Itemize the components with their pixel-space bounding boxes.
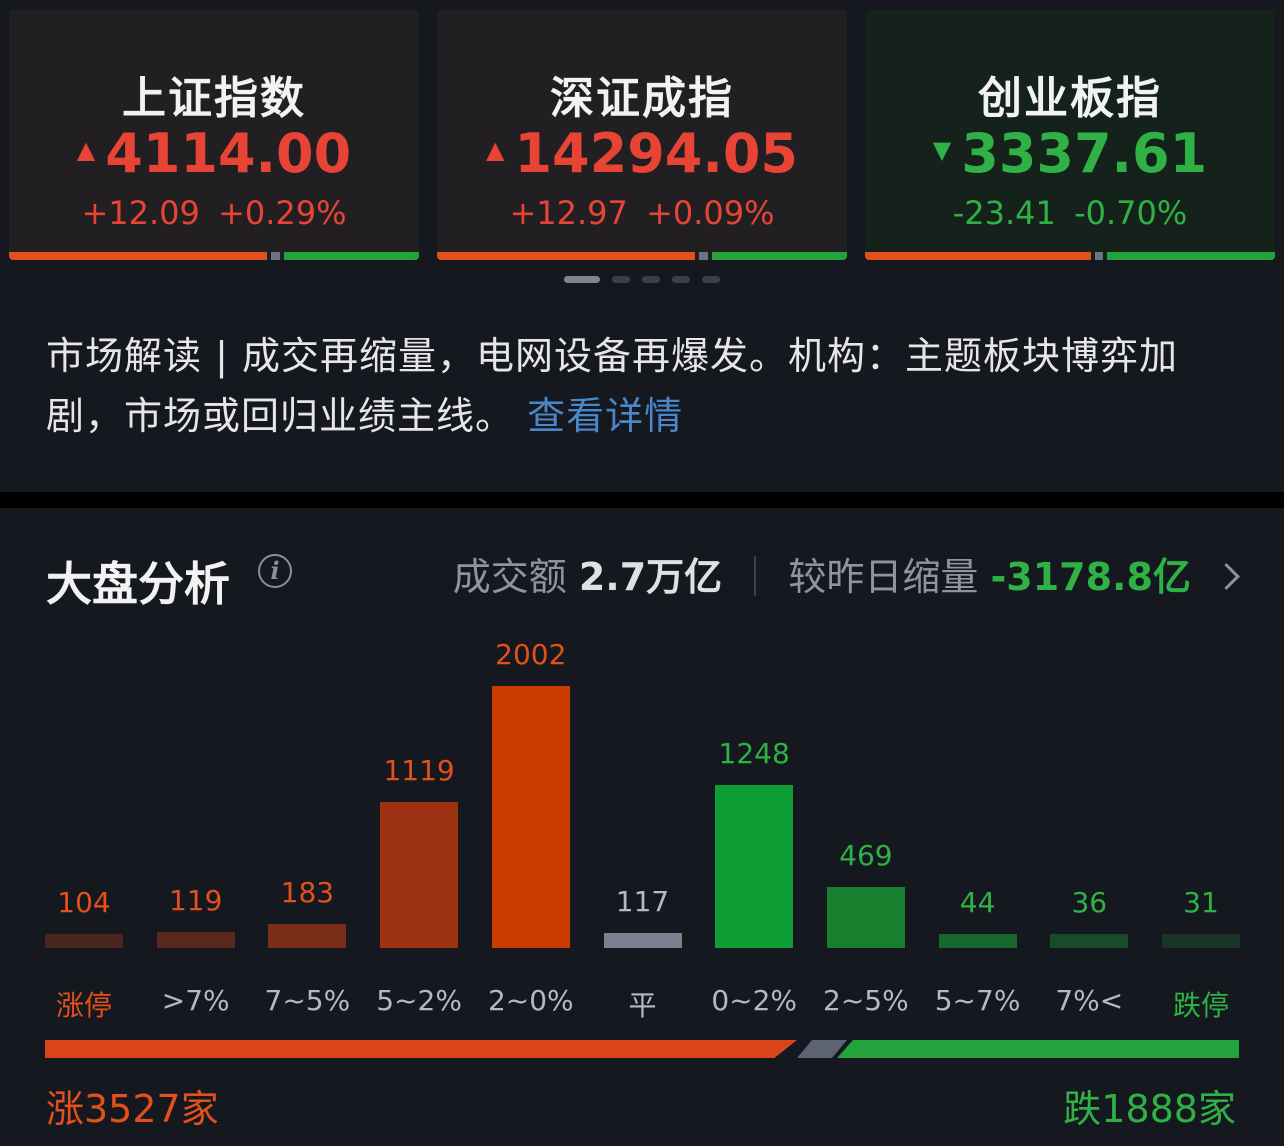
index-card-chinext[interactable]: 创业板指 ▼ 3337.61 -23.41 -0.70% <box>865 10 1275 260</box>
advance-count: 涨3527家 <box>46 1087 219 1131</box>
breadth-up-segment <box>437 252 696 260</box>
bar-category-label: 涨停 <box>55 989 112 1022</box>
carousel-dot[interactable] <box>672 276 690 283</box>
carousel-indicator <box>564 276 720 284</box>
bar-category-label: 2~0% <box>487 984 574 1017</box>
carousel-dot[interactable] <box>642 276 660 283</box>
bar-6 <box>715 784 794 948</box>
index-name: 创业板指 <box>978 73 1162 124</box>
breadth-down-segment <box>1106 252 1275 260</box>
index-name: 深证成指 <box>550 73 734 124</box>
index-change-points: +12.97 <box>509 194 628 232</box>
index-section: 上证指数 ▲ 4114.00 +12.09 +0.29% 深证成指 ▲ 14294.… <box>0 0 1284 492</box>
index-change: +12.97 +0.09% <box>437 194 847 232</box>
decline-count: 跌1888家 <box>1063 1087 1236 1131</box>
carousel-dot[interactable] <box>702 276 720 283</box>
down-arrow-icon: ▼ <box>932 136 952 164</box>
bar-category-label: 5~7% <box>934 984 1021 1017</box>
breadth-up-segment <box>9 252 268 260</box>
index-card-sse[interactable]: 上证指数 ▲ 4114.00 +12.09 +0.29% <box>9 10 419 260</box>
bar-value-label: 183 <box>280 876 335 910</box>
index-card-szse[interactable]: 深证成指 ▲ 14294.05 +12.97 +0.09% <box>437 10 847 260</box>
index-value-row: ▲ 4114.00 <box>9 122 419 185</box>
info-icon[interactable]: i <box>258 554 292 588</box>
bar-8 <box>938 934 1017 948</box>
advance-segment <box>45 1040 797 1058</box>
bar-category-label: 7%< <box>1055 984 1124 1017</box>
bar-1 <box>156 932 235 948</box>
bar-10 <box>1162 934 1240 948</box>
index-value: 4114.00 <box>105 122 352 185</box>
index-change: +12.09 +0.29% <box>9 194 419 232</box>
divider <box>754 556 757 596</box>
market-analysis-section: 大盘分析 i 成交额 2.7万亿 较昨日缩量 -3178.8亿 104 涨停 119… <box>0 508 1284 1146</box>
breadth-down-segment <box>711 252 847 260</box>
turnover-value: 2.7万亿 <box>578 555 723 599</box>
bar-7 <box>826 886 905 948</box>
bar-category-label: 2~5% <box>823 984 909 1017</box>
bar-value-label: 104 <box>57 886 111 919</box>
index-change-pct: +0.09% <box>646 194 775 232</box>
bar-category-label: 跌停 <box>1172 989 1229 1022</box>
distribution-chart: 104 涨停 119 >7% 183 7~5% 1119 5~2% 2002 2~0% 117 平 12… <box>0 508 1284 1146</box>
flat-segment <box>797 1040 847 1058</box>
breadth-down-segment <box>283 252 419 260</box>
bar-category-label: >7% <box>161 984 230 1017</box>
bar-0 <box>45 934 123 948</box>
turnover-summary[interactable]: 成交额 2.7万亿 较昨日缩量 -3178.8亿 <box>452 546 1240 601</box>
breadth-bar <box>437 252 847 260</box>
breadth-flat-segment <box>271 252 280 260</box>
index-change: -23.41 -0.70% <box>865 194 1275 232</box>
index-change-points: -23.41 <box>952 194 1056 232</box>
breadth-flat-segment <box>699 252 708 260</box>
index-name: 上证指数 <box>122 73 306 124</box>
bar-value-label: 469 <box>839 838 893 872</box>
bar-value-label: 1248 <box>718 736 790 770</box>
carousel-dot[interactable] <box>564 276 600 283</box>
decline-segment <box>837 1040 1239 1058</box>
bar-value-label: 1119 <box>383 753 455 787</box>
market-news[interactable]: 市场解读 | 成交再缩量，电网设备再爆发。机构：主题板块博弈加剧，市场或回归业绩… <box>46 326 1246 446</box>
breadth-bar <box>865 252 1275 260</box>
index-change-points: +12.09 <box>81 194 200 232</box>
view-details-link[interactable]: 查看详情 <box>527 394 684 438</box>
index-value: 3337.61 <box>961 122 1208 185</box>
up-arrow-icon: ▲ <box>76 136 96 164</box>
index-value-row: ▲ 14294.05 <box>437 122 847 185</box>
bar-value-label: 31 <box>1183 886 1219 919</box>
bar-9 <box>1050 934 1129 948</box>
breadth-bar <box>9 252 419 260</box>
bar-value-label: 36 <box>1071 886 1108 919</box>
turnover-label: 成交额 <box>452 555 567 599</box>
carousel-dot[interactable] <box>612 276 630 283</box>
news-text: 市场解读 | 成交再缩量，电网设备再爆发。机构：主题板块博弈加剧，市场或回归业绩… <box>46 334 1178 438</box>
section-divider <box>0 492 1284 508</box>
up-arrow-icon: ▲ <box>486 136 505 164</box>
bar-value-label: 119 <box>168 884 223 918</box>
bar-category-label: 0~2% <box>711 984 798 1017</box>
bar-value-label: 117 <box>615 884 670 918</box>
section-title: 大盘分析 <box>46 557 230 611</box>
index-change-pct: +0.29% <box>218 194 347 232</box>
bar-2 <box>268 924 347 948</box>
advance-decline-bar <box>45 1040 1239 1058</box>
bar-category-label: 平 <box>628 989 657 1022</box>
compare-value: -3178.8亿 <box>990 555 1191 599</box>
bar-category-label: 5~2% <box>376 984 462 1017</box>
bar-value-label: 2002 <box>495 638 567 671</box>
index-change-pct: -0.70% <box>1074 194 1188 232</box>
breadth-up-segment <box>865 252 1091 260</box>
bar-3 <box>380 801 459 948</box>
index-value: 14294.05 <box>514 122 798 185</box>
breadth-flat-segment <box>1094 252 1103 260</box>
bar-value-label: 44 <box>959 886 996 919</box>
bar-5 <box>603 932 682 948</box>
compare-label: 较昨日缩量 <box>788 555 979 599</box>
bar-4 <box>491 686 570 948</box>
index-value-row: ▼ 3337.61 <box>865 122 1275 185</box>
bar-category-label: 7~5% <box>264 984 351 1017</box>
